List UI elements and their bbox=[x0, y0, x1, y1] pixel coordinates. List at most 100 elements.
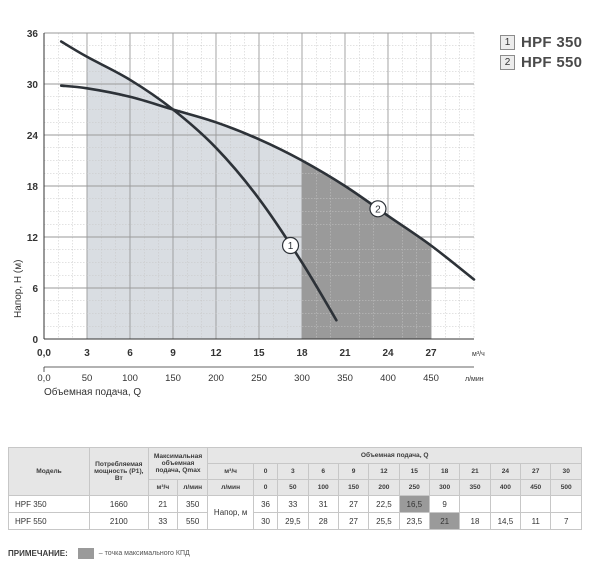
curve-series-1 bbox=[59, 40, 338, 322]
table-row: HPF 350 1660 21 350 Напор, м 36 33 31 27… bbox=[8, 495, 582, 530]
q-lmin: 0 bbox=[252, 479, 279, 496]
y-tick-label: 36 bbox=[27, 29, 39, 40]
table-header-row-1: Модель Потребляемая мощность (P1), Вт Ма… bbox=[8, 447, 582, 496]
x-tick-label-secondary: 100 bbox=[122, 373, 138, 384]
q-m3h: 6 bbox=[307, 463, 339, 480]
curve-marker-circle bbox=[369, 200, 387, 218]
header-unit-lmin: л/мин bbox=[207, 479, 254, 496]
head-cell: 27 bbox=[337, 512, 370, 530]
x-tick-label: 3 bbox=[84, 348, 90, 359]
y-tick-label: 18 bbox=[27, 182, 39, 193]
head-cell: 25,5 bbox=[368, 512, 400, 530]
unit-primary: м³/ч bbox=[472, 351, 485, 358]
q-m3h: 0 bbox=[252, 463, 279, 480]
header-power: Потребляемая мощность (P1), Вт bbox=[88, 447, 149, 496]
legend-number-box: 1 bbox=[500, 34, 515, 50]
q-lmin: 450 bbox=[520, 479, 552, 496]
power-cell: 2100 bbox=[88, 512, 149, 530]
legend-model-label: HPF 350 bbox=[521, 33, 583, 51]
x-tick-label-secondary: 200 bbox=[208, 373, 224, 384]
header-max-flow: Максимальная объемная подача, Qmax bbox=[147, 447, 209, 480]
curve-marker-label: 1 bbox=[288, 241, 294, 252]
head-cell: 28 bbox=[307, 512, 339, 530]
x-tick-label-secondary: 50 bbox=[82, 373, 93, 384]
qmax-m3h-cell: 33 bbox=[147, 512, 178, 530]
y-tick-label: 24 bbox=[27, 131, 39, 142]
y-tick-label: 6 bbox=[32, 284, 38, 295]
power-cell: 1660 bbox=[88, 495, 149, 513]
head-cell: 27 bbox=[337, 495, 370, 513]
head-cell: 30 bbox=[252, 512, 279, 530]
note: ПРИМЕЧАНИЕ: – точка максимального КПД bbox=[8, 548, 190, 559]
q-m3h: 9 bbox=[337, 463, 370, 480]
table-row: HPF 550 2100 33 550 30 29,5 28 27 25,5 2… bbox=[8, 512, 582, 530]
header-qmax-m3h: м³/ч bbox=[147, 479, 178, 496]
header-unit-m3h: м³/ч bbox=[207, 463, 254, 480]
head-cell bbox=[489, 495, 522, 513]
head-cell: 18 bbox=[459, 512, 491, 530]
x-tick-label: 27 bbox=[425, 348, 437, 359]
legend: 1 HPF 350 2 HPF 550 bbox=[500, 32, 582, 72]
note-text: – точка максимального КПД bbox=[98, 550, 190, 557]
x-tick-label: 6 bbox=[127, 348, 133, 359]
note-swatch bbox=[77, 548, 94, 559]
legend-model-label: HPF 550 bbox=[521, 53, 583, 71]
x-tick-label: 24 bbox=[382, 348, 394, 359]
header-model: Модель bbox=[8, 447, 90, 496]
legend-item-2: 2 HPF 550 bbox=[500, 52, 582, 72]
head-cell: 36 bbox=[252, 495, 279, 513]
x-tick-label: 21 bbox=[339, 348, 351, 359]
head-cell: 29,5 bbox=[277, 512, 309, 530]
model-cell: HPF 350 bbox=[8, 495, 90, 513]
y-tick-label: 0 bbox=[32, 335, 38, 346]
q-lmin: 350 bbox=[459, 479, 491, 496]
head-cell: 11 bbox=[520, 512, 552, 530]
head-label-cell: Напор, м bbox=[207, 495, 254, 530]
unit-secondary: л/мин bbox=[465, 376, 484, 383]
performance-chart: 120612182430360,00,035061009150122001525… bbox=[13, 29, 485, 398]
header-qmax-lmin: л/мин bbox=[176, 479, 209, 496]
head-cell-max-efficiency: 16,5 bbox=[398, 495, 430, 513]
head-cell: 9 bbox=[428, 495, 461, 513]
q-m3h: 12 bbox=[368, 463, 400, 480]
head-cell: 33 bbox=[277, 495, 309, 513]
x-axis-label: Объемная подача, Q bbox=[44, 386, 141, 398]
head-cell: 22,5 bbox=[368, 495, 400, 513]
q-lmin: 500 bbox=[550, 479, 582, 496]
y-tick-label: 12 bbox=[27, 233, 39, 244]
x-tick-label: 18 bbox=[296, 348, 308, 359]
qmax-m3h-cell: 21 bbox=[147, 495, 178, 513]
x-tick-label-secondary: 0,0 bbox=[37, 373, 50, 384]
head-cell: 23,5 bbox=[398, 512, 430, 530]
model-cell: HPF 550 bbox=[8, 512, 90, 530]
q-lmin: 400 bbox=[489, 479, 522, 496]
head-cell: 31 bbox=[307, 495, 339, 513]
head-cell bbox=[459, 495, 491, 513]
x-tick-label-secondary: 450 bbox=[423, 373, 439, 384]
q-lmin: 100 bbox=[307, 479, 339, 496]
x-tick-label: 0,0 bbox=[37, 348, 51, 359]
x-tick-label-secondary: 300 bbox=[294, 373, 310, 384]
q-m3h: 30 bbox=[550, 463, 582, 480]
q-m3h: 15 bbox=[398, 463, 430, 480]
header-flow: Объемная подача, Q bbox=[207, 447, 582, 464]
qmax-lmin-cell: 550 bbox=[176, 512, 209, 530]
head-cell-max-efficiency: 21 bbox=[428, 512, 461, 530]
q-m3h: 27 bbox=[520, 463, 552, 480]
x-tick-label-secondary: 150 bbox=[165, 373, 181, 384]
head-cell: 14,5 bbox=[489, 512, 522, 530]
performance-table: Модель Потребляемая мощность (P1), Вт Ма… bbox=[8, 447, 582, 530]
q-m3h: 18 bbox=[428, 463, 461, 480]
x-tick-label-secondary: 400 bbox=[380, 373, 396, 384]
x-tick-label: 15 bbox=[253, 348, 265, 359]
x-tick-label-secondary: 350 bbox=[337, 373, 353, 384]
shaded-region-1 bbox=[87, 56, 302, 340]
axis-layer bbox=[43, 33, 474, 372]
x-tick-label: 9 bbox=[170, 348, 176, 359]
q-lmin: 200 bbox=[368, 479, 400, 496]
curve-series-2 bbox=[59, 84, 476, 281]
q-lmin: 300 bbox=[428, 479, 461, 496]
legend-number-box: 2 bbox=[500, 54, 515, 70]
curve-marker-label: 2 bbox=[375, 204, 381, 215]
head-cell bbox=[520, 495, 552, 513]
